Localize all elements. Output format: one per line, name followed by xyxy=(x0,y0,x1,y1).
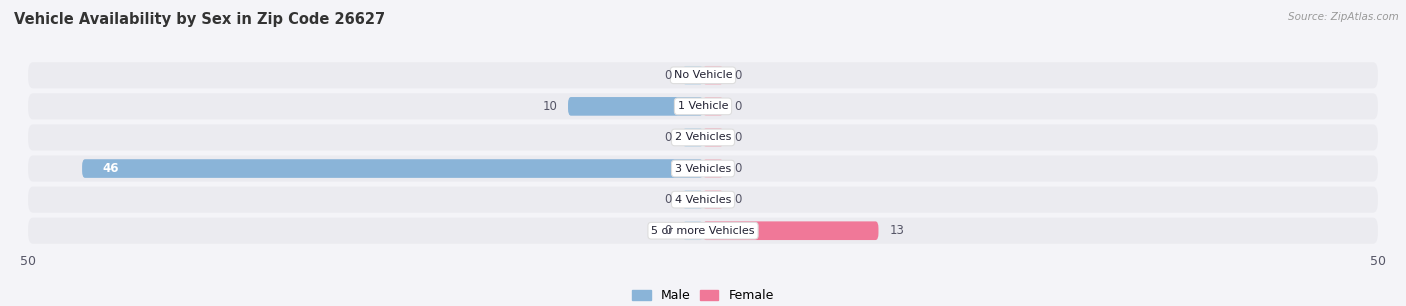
FancyBboxPatch shape xyxy=(703,66,723,85)
Text: 2 Vehicles: 2 Vehicles xyxy=(675,132,731,143)
FancyBboxPatch shape xyxy=(703,159,723,178)
FancyBboxPatch shape xyxy=(568,97,703,116)
FancyBboxPatch shape xyxy=(703,190,723,209)
FancyBboxPatch shape xyxy=(683,128,703,147)
FancyBboxPatch shape xyxy=(683,221,703,240)
Text: 13: 13 xyxy=(889,224,904,237)
Text: 3 Vehicles: 3 Vehicles xyxy=(675,163,731,174)
Text: 0: 0 xyxy=(734,162,741,175)
Text: 0: 0 xyxy=(665,224,672,237)
Text: Vehicle Availability by Sex in Zip Code 26627: Vehicle Availability by Sex in Zip Code … xyxy=(14,12,385,27)
FancyBboxPatch shape xyxy=(703,221,879,240)
Text: 0: 0 xyxy=(665,131,672,144)
Text: 5 or more Vehicles: 5 or more Vehicles xyxy=(651,226,755,236)
FancyBboxPatch shape xyxy=(683,190,703,209)
FancyBboxPatch shape xyxy=(703,128,723,147)
FancyBboxPatch shape xyxy=(28,62,1378,88)
Text: 0: 0 xyxy=(665,193,672,206)
Text: 0: 0 xyxy=(734,100,741,113)
Text: 46: 46 xyxy=(103,162,120,175)
FancyBboxPatch shape xyxy=(28,93,1378,119)
Text: Source: ZipAtlas.com: Source: ZipAtlas.com xyxy=(1288,12,1399,22)
Text: 1 Vehicle: 1 Vehicle xyxy=(678,101,728,111)
Text: 0: 0 xyxy=(665,69,672,82)
FancyBboxPatch shape xyxy=(28,155,1378,181)
Legend: Male, Female: Male, Female xyxy=(627,284,779,306)
FancyBboxPatch shape xyxy=(28,218,1378,244)
Text: 0: 0 xyxy=(734,131,741,144)
FancyBboxPatch shape xyxy=(82,159,703,178)
Text: 0: 0 xyxy=(734,193,741,206)
Text: 10: 10 xyxy=(543,100,557,113)
Text: 4 Vehicles: 4 Vehicles xyxy=(675,195,731,205)
FancyBboxPatch shape xyxy=(703,97,723,116)
FancyBboxPatch shape xyxy=(683,66,703,85)
FancyBboxPatch shape xyxy=(28,187,1378,213)
FancyBboxPatch shape xyxy=(28,125,1378,151)
Text: 0: 0 xyxy=(734,69,741,82)
Text: No Vehicle: No Vehicle xyxy=(673,70,733,80)
